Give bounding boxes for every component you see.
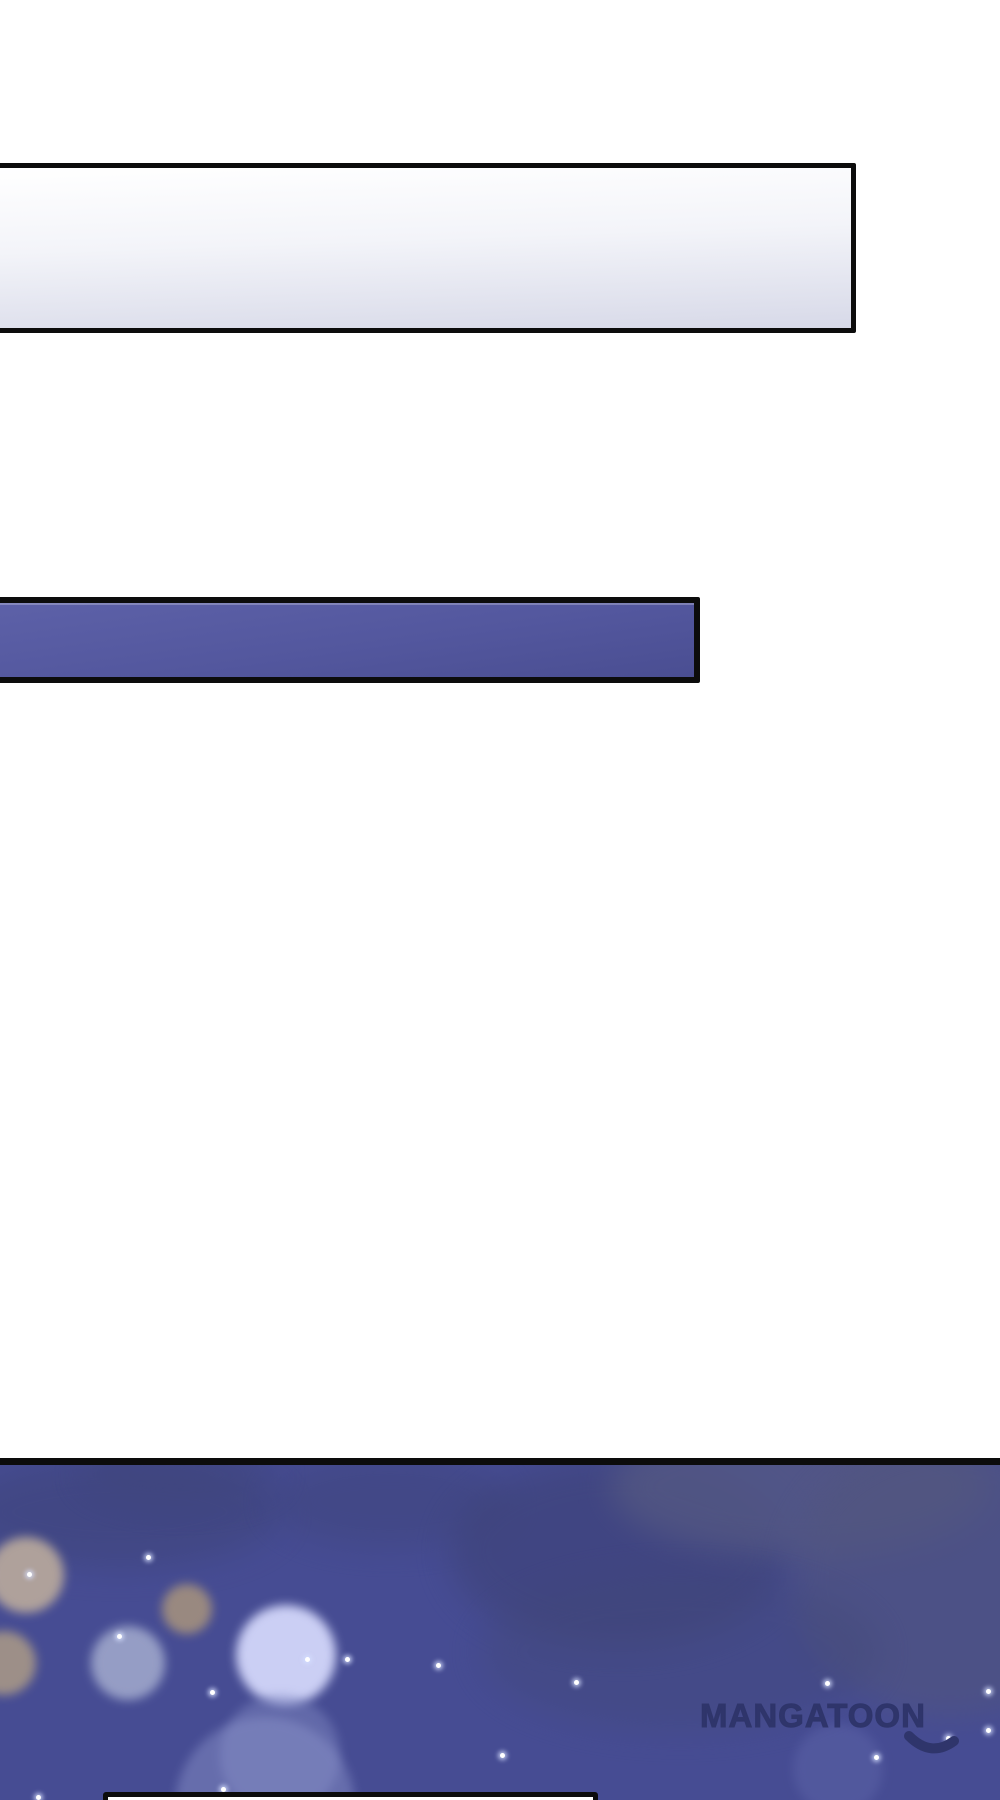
bokeh-light (0, 1537, 64, 1613)
caption-box-top (0, 163, 856, 333)
star-sparkle-icon (946, 1736, 951, 1741)
star-sparkle-icon (305, 1657, 310, 1662)
star-sparkle-icon (436, 1663, 441, 1668)
star-sparkle-icon (210, 1690, 215, 1695)
star-sparkle-icon (27, 1572, 32, 1577)
bokeh-light (0, 1631, 36, 1695)
bokeh-light (220, 1695, 340, 1800)
star-sparkle-icon (825, 1681, 830, 1686)
bokeh-light (236, 1605, 336, 1705)
star-sparkle-icon (874, 1755, 879, 1760)
star-sparkle-icon (500, 1753, 505, 1758)
night-scene-panel: MANGATOON (0, 1458, 1000, 1800)
star-sparkle-icon (574, 1680, 579, 1685)
star-sparkle-icon (36, 1795, 41, 1800)
bokeh-light (162, 1584, 212, 1634)
star-sparkle-icon (345, 1657, 350, 1662)
star-sparkle-icon (986, 1689, 991, 1694)
mangatoon-watermark: MANGATOON (700, 1697, 926, 1735)
star-sparkle-icon (117, 1634, 122, 1639)
caption-box-blue (0, 597, 700, 683)
bokeh-light (91, 1626, 165, 1700)
smile-swoosh-icon (904, 1731, 959, 1754)
star-sparkle-icon (986, 1728, 991, 1733)
star-sparkle-icon (146, 1555, 151, 1560)
foliage-silhouette (480, 1572, 880, 1732)
speech-bubble-bottom (103, 1792, 598, 1800)
bokeh-light (793, 1724, 883, 1800)
star-sparkle-icon (221, 1787, 226, 1792)
